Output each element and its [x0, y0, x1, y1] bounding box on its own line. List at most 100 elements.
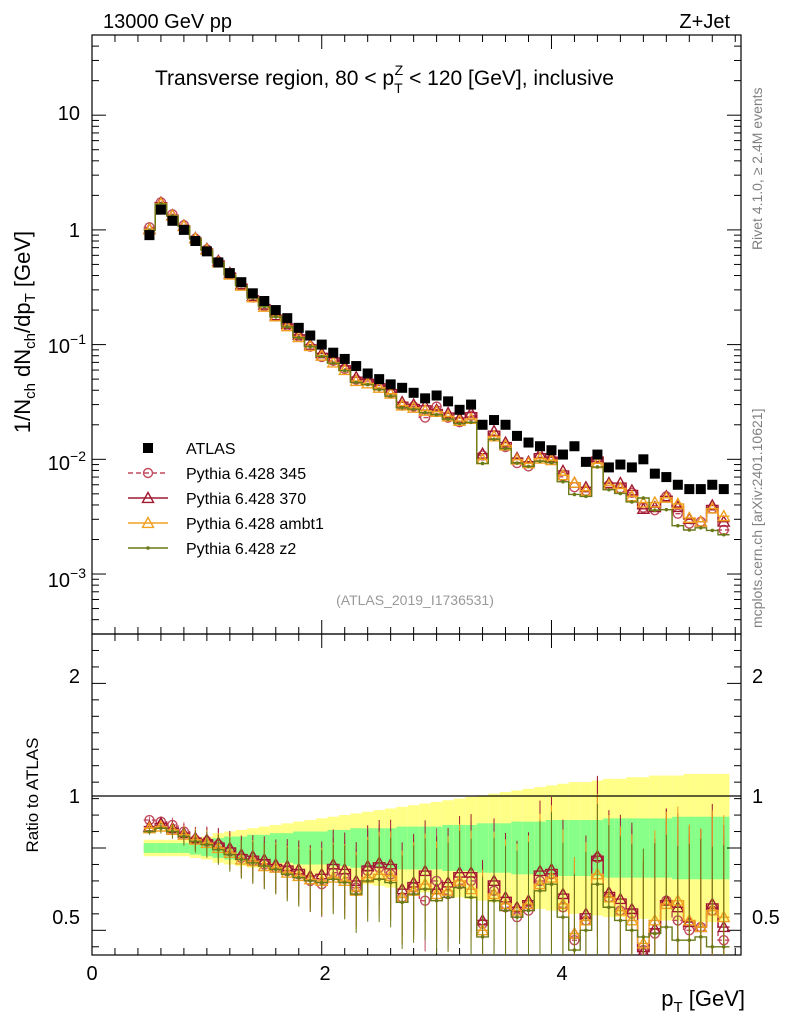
mc-point-main: [630, 500, 634, 504]
atlas-point: [351, 361, 362, 372]
mc-point-ratio: [434, 898, 439, 903]
mc-point-main: [457, 421, 462, 426]
mc-point-main: [579, 480, 593, 493]
y-tick-label-10: 10: [58, 103, 80, 125]
atlas-data-points: [144, 204, 729, 495]
mc-point-main: [285, 325, 290, 329]
atlas-point: [707, 479, 718, 490]
atlas-point: [534, 441, 545, 452]
mc-point-main: [705, 498, 719, 511]
mc-point-main: [280, 319, 294, 332]
mc-point-ratio: [377, 877, 381, 882]
atlas-point: [672, 479, 683, 490]
legend-marker: [146, 546, 150, 550]
mc-point-main: [480, 461, 485, 466]
atlas-point: [236, 277, 247, 288]
legend-marker: [141, 516, 155, 529]
mc-point-main: [395, 398, 409, 411]
ratio-band-inner: [568, 820, 581, 876]
mc-point-main: [687, 528, 692, 532]
atlas-point: [615, 459, 626, 470]
mc-point-main: [418, 403, 432, 416]
mc-point-main: [613, 476, 628, 489]
mc-point-ratio: [251, 861, 255, 865]
mc-point-main: [431, 401, 442, 412]
mc-point-main: [342, 368, 347, 373]
ratio-band-inner: [476, 823, 489, 873]
atlas-point: [443, 396, 454, 407]
mc-point-ratio: [549, 882, 554, 887]
legend-label: Pythia 6.428 345: [186, 466, 306, 483]
mc-point-ratio: [526, 908, 531, 913]
mc-point-main: [492, 437, 496, 442]
main-y-tick-labels: 10−3 10−2 10−1 1 10: [48, 103, 86, 592]
atlas-point: [144, 230, 155, 241]
atlas-point: [592, 449, 603, 460]
mc-point-main: [584, 494, 588, 499]
atlas-point: [546, 445, 557, 456]
ratio-band-inner: [155, 843, 167, 853]
mc-point-ratio: [641, 935, 646, 939]
mc-point-main: [664, 507, 669, 512]
mc-point-main: [682, 511, 696, 524]
mc-point-ratio: [262, 864, 267, 868]
mc-point-main: [292, 330, 306, 343]
mc-point-ratio: [630, 928, 634, 933]
y-tick-label-1e-3: 10−3: [48, 565, 86, 592]
mc-point-ratio: [676, 938, 680, 942]
legend-label: Pythia 6.428 z2: [186, 541, 296, 558]
ratio-tick-label-1-left: 1: [69, 786, 80, 808]
atlas-point: [408, 387, 419, 398]
atlas-point: [167, 215, 178, 226]
mc-point-ratio: [342, 880, 347, 885]
mc-point-ratio: [538, 889, 542, 893]
mc-point-ratio: [331, 877, 336, 882]
mc-point-main: [526, 464, 531, 469]
mc-point-ratio: [595, 882, 600, 887]
ratio-band-inner: [166, 843, 179, 853]
atlas-point: [695, 484, 706, 495]
mc-point-ratio: [308, 879, 313, 883]
legend-marker: [141, 491, 155, 504]
mc-point-main: [434, 412, 439, 417]
legend-label: Pythia 6.428 370: [186, 491, 306, 508]
legend-marker: [142, 467, 154, 479]
mc-point-ratio: [653, 931, 657, 936]
legend-label: Pythia 6.428 ambt1: [186, 516, 324, 533]
mc-point-main: [648, 495, 662, 508]
mc-point-main: [659, 490, 674, 503]
mc-point-ratio: [273, 867, 278, 872]
mc-point-ratio: [637, 944, 650, 955]
mc-point-main: [487, 424, 501, 437]
ratio-tick-label-2-left: 2: [69, 666, 80, 688]
mc-point-main: [710, 528, 715, 533]
mc-point-ratio: [228, 852, 232, 857]
ratio-band-inner: [637, 818, 650, 878]
atlas-point: [489, 415, 500, 426]
mc-point-ratio: [664, 925, 669, 929]
atlas-point: [397, 382, 408, 393]
atlas-point: [684, 484, 695, 495]
mc-point-ratio: [721, 944, 726, 949]
atlas-point: [477, 419, 488, 430]
mc-point-ratio: [182, 834, 186, 839]
mc-point-main: [705, 501, 719, 514]
atlas-point: [213, 257, 224, 268]
atlas-point: [362, 368, 373, 379]
x-tick-label-2: 2: [319, 963, 330, 985]
mc-point-ratio: [572, 948, 577, 952]
mc-point-ratio: [607, 905, 611, 910]
legend: ATLAS Pythia 6.428 345 Pythia 6.428 370 Pyt…: [128, 441, 324, 558]
mc-point-ratio: [446, 895, 450, 900]
mc-point-ratio: [159, 826, 163, 831]
atlas-point: [638, 454, 649, 465]
ratio-y-axis-label: Ratio to ATLAS: [23, 738, 42, 853]
mc-point-main: [595, 465, 600, 469]
mc-point-main: [308, 344, 313, 349]
mc-point-main: [360, 376, 375, 389]
mc-point-main: [269, 309, 283, 322]
mc-point-main: [625, 483, 639, 496]
mc-point-main: [556, 468, 570, 481]
atlas-point: [305, 330, 316, 341]
mc-point-ratio: [710, 944, 715, 949]
